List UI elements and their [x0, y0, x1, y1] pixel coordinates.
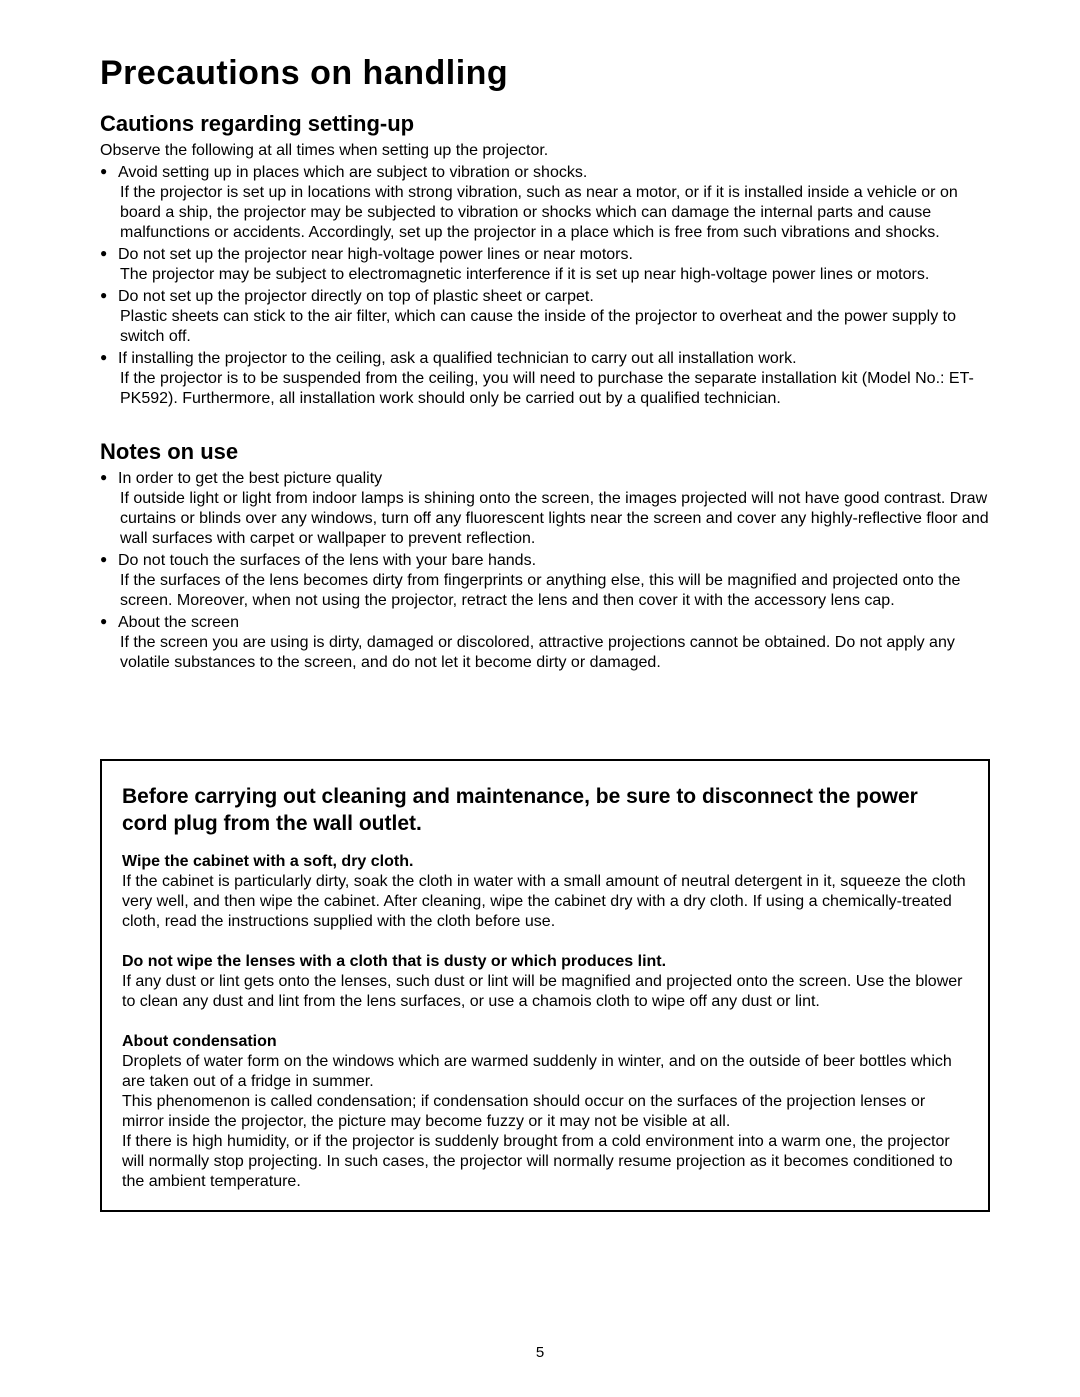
- list-item-head: Avoid setting up in places which are sub…: [118, 163, 990, 183]
- list-item-body: The projector may be subject to electrom…: [118, 265, 990, 285]
- list-item-body: If the projector is set up in locations …: [118, 183, 990, 243]
- section-heading-cautions: Cautions regarding setting-up: [100, 111, 990, 137]
- section-heading-notes: Notes on use: [100, 439, 990, 465]
- cautions-list: Avoid setting up in places which are sub…: [100, 163, 990, 409]
- list-item-body: Plastic sheets can stick to the air filt…: [118, 307, 990, 347]
- document-page: Precautions on handling Cautions regardi…: [0, 0, 1080, 1397]
- warning-subheading: Do not wipe the lenses with a cloth that…: [122, 952, 968, 972]
- warning-body: Droplets of water form on the windows wh…: [122, 1052, 968, 1192]
- notes-list: In order to get the best picture quality…: [100, 469, 990, 673]
- page-number: 5: [0, 1344, 1080, 1361]
- list-item: If installing the projector to the ceili…: [100, 349, 990, 409]
- list-item-head: If installing the projector to the ceili…: [118, 349, 990, 369]
- list-item-body: If the projector is to be suspended from…: [118, 369, 990, 409]
- list-item-body: If the surfaces of the lens becomes dirt…: [118, 571, 990, 611]
- list-item-head: Do not set up the projector near high-vo…: [118, 245, 990, 265]
- list-item: About the screen If the screen you are u…: [100, 613, 990, 673]
- list-item-head: About the screen: [118, 613, 990, 633]
- warning-title: Before carrying out cleaning and mainten…: [122, 783, 968, 838]
- list-item-body: If the screen you are using is dirty, da…: [118, 633, 990, 673]
- spacer: [100, 703, 990, 759]
- warning-body: If the cabinet is particularly dirty, so…: [122, 872, 968, 932]
- list-item-body: If outside light or light from indoor la…: [118, 489, 990, 549]
- list-item-head: Do not set up the projector directly on …: [118, 287, 990, 307]
- list-item: In order to get the best picture quality…: [100, 469, 990, 549]
- page-title: Precautions on handling: [100, 54, 990, 93]
- warning-subheading: About condensation: [122, 1032, 968, 1052]
- warning-subheading: Wipe the cabinet with a soft, dry cloth.: [122, 852, 968, 872]
- list-item: Do not touch the surfaces of the lens wi…: [100, 551, 990, 611]
- cautions-intro: Observe the following at all times when …: [100, 141, 990, 161]
- list-item: Avoid setting up in places which are sub…: [100, 163, 990, 243]
- list-item-head: Do not touch the surfaces of the lens wi…: [118, 551, 990, 571]
- warning-body: If any dust or lint gets onto the lenses…: [122, 972, 968, 1012]
- warning-box: Before carrying out cleaning and mainten…: [100, 759, 990, 1212]
- list-item: Do not set up the projector near high-vo…: [100, 245, 990, 285]
- list-item: Do not set up the projector directly on …: [100, 287, 990, 347]
- list-item-head: In order to get the best picture quality: [118, 469, 990, 489]
